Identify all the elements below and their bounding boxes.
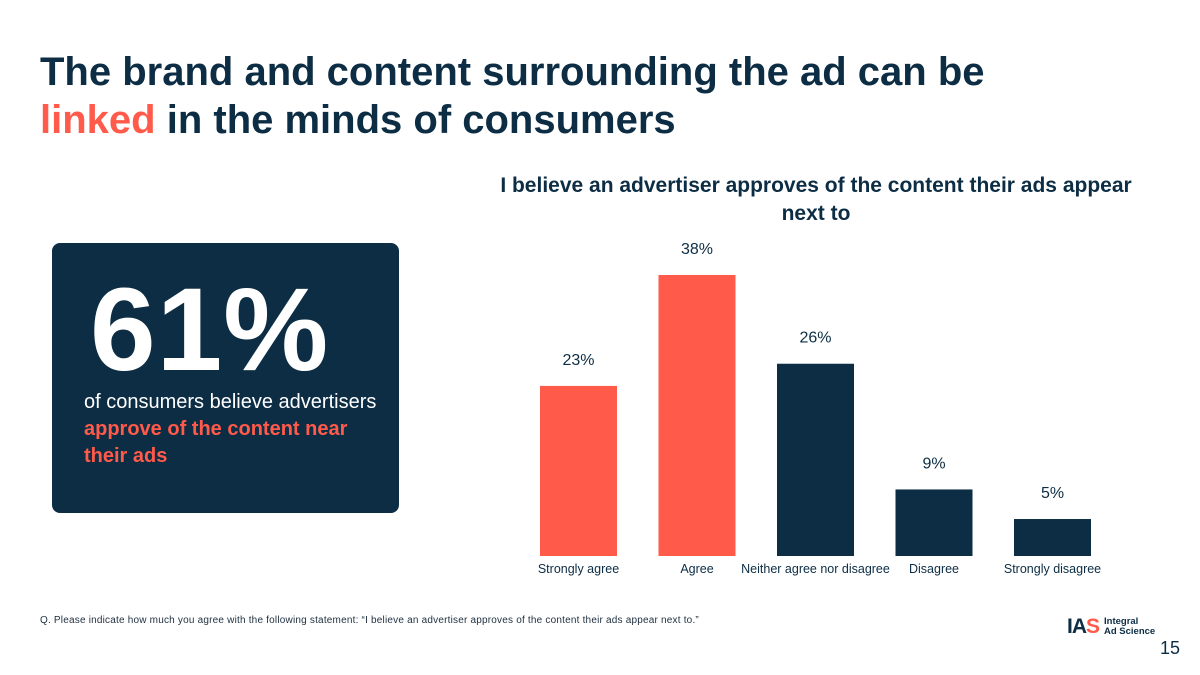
footnote: Q. Please indicate how much you agree wi… [40, 615, 699, 626]
logo-line-1: Integral [1104, 616, 1139, 627]
logo-mark-accent: S [1086, 615, 1100, 638]
stat-card: 61% of consumers believe advertisers app… [52, 243, 399, 513]
slide-title: The brand and content surrounding the ad… [40, 48, 1060, 144]
ias-logo: IAS Integral Ad Science [1067, 615, 1167, 639]
logo-wordmark: Integral Ad Science [1104, 617, 1155, 637]
bar-1 [658, 275, 736, 556]
bar-2 [777, 363, 854, 556]
data-label-4: 5% [1041, 485, 1064, 502]
stat-caption-highlight: approve of the content near their ads [84, 418, 348, 467]
logo-mark-main: IA [1067, 615, 1087, 638]
bar-chart: 23% Strongly agree 38% Agree 26% Neither agre… [538, 241, 1101, 576]
data-label-0: 23% [562, 352, 594, 369]
category-label-3: Disagree [909, 562, 959, 576]
title-accent-word: linked [40, 98, 156, 142]
logo-line-2: Ad Science [1104, 626, 1156, 637]
category-label-2: Neither agree nor disagree [741, 562, 890, 576]
data-label-1: 38% [681, 241, 713, 258]
data-label-2: 26% [799, 330, 831, 347]
title-text-1: The brand and content surrounding the ad… [40, 50, 985, 94]
bar-3 [895, 489, 973, 556]
title-text-2: in the minds of consumers [155, 98, 676, 142]
category-label-1: Agree [680, 562, 713, 576]
stat-number: 61% [90, 264, 330, 396]
category-label-4: Strongly disagree [1004, 562, 1101, 576]
data-label-3: 9% [922, 455, 945, 472]
bar-4 [1014, 519, 1091, 556]
page-number: 15 [1160, 638, 1181, 658]
chart-title: I believe an advertiser approves of the … [500, 174, 1132, 225]
stat-caption-text: of consumers believe advertisers [84, 391, 377, 413]
bar-0 [540, 385, 617, 556]
stat-caption: of consumers believe advertisers approve… [84, 389, 384, 470]
logo-mark: IAS [1067, 615, 1100, 639]
category-label-0: Strongly agree [538, 562, 619, 576]
